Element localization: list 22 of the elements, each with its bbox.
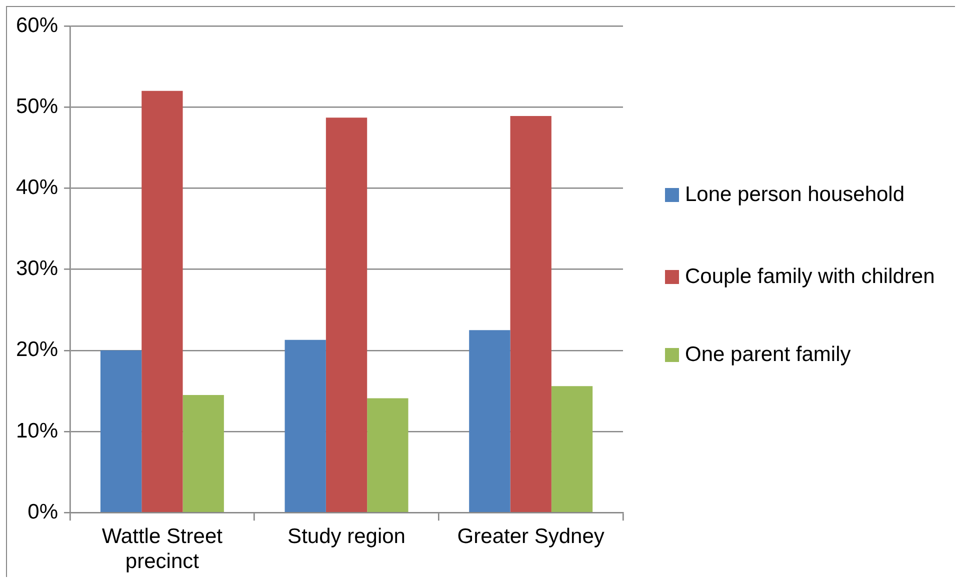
y-tick-label: 30% bbox=[16, 257, 58, 280]
bar bbox=[182, 395, 224, 512]
bar bbox=[100, 350, 142, 512]
y-tick-label: 0% bbox=[28, 500, 58, 524]
y-tick-label: 20% bbox=[16, 338, 58, 362]
y-tick-label: 50% bbox=[16, 94, 58, 118]
bar bbox=[551, 386, 593, 512]
bar bbox=[469, 330, 510, 512]
y-tick-label: 60% bbox=[16, 14, 58, 37]
bar bbox=[284, 340, 326, 512]
y-tick-label: 10% bbox=[16, 419, 58, 442]
bar bbox=[367, 398, 408, 512]
bar bbox=[510, 116, 552, 512]
x-tick-label: Greater Sydney bbox=[457, 524, 605, 548]
bar bbox=[326, 118, 368, 512]
x-tick-label: Wattle Street precinct bbox=[102, 524, 223, 574]
legend-label: Lone person household bbox=[685, 182, 906, 208]
y-tick-label: 40% bbox=[16, 176, 58, 199]
legend-label: Couple family with children bbox=[685, 264, 936, 290]
bar bbox=[142, 90, 183, 512]
x-tick-label: Study region bbox=[288, 524, 406, 548]
legend-label: One parent family bbox=[685, 342, 852, 368]
